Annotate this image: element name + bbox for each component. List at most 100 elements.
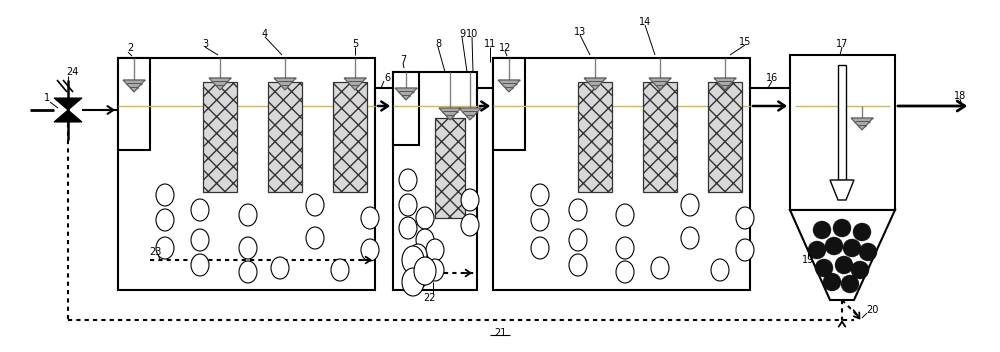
Bar (435, 118, 465, 218)
Bar (643, 82, 677, 192)
Ellipse shape (402, 246, 424, 274)
Ellipse shape (841, 275, 859, 293)
Ellipse shape (823, 273, 841, 291)
Ellipse shape (271, 257, 289, 279)
Ellipse shape (813, 221, 831, 239)
Polygon shape (498, 80, 520, 92)
Ellipse shape (156, 184, 174, 206)
Polygon shape (714, 78, 736, 90)
Ellipse shape (853, 223, 871, 241)
Bar (268, 82, 302, 192)
Ellipse shape (736, 239, 754, 261)
Ellipse shape (239, 237, 257, 259)
Ellipse shape (681, 227, 699, 249)
Ellipse shape (416, 229, 434, 251)
Ellipse shape (409, 244, 427, 266)
Text: 24: 24 (66, 67, 78, 77)
Polygon shape (344, 78, 366, 90)
Ellipse shape (569, 199, 587, 221)
Polygon shape (209, 78, 231, 90)
Ellipse shape (808, 241, 826, 259)
Ellipse shape (191, 229, 209, 251)
Text: 19: 19 (802, 255, 814, 265)
Ellipse shape (156, 209, 174, 231)
Polygon shape (459, 108, 481, 120)
Text: 2: 2 (127, 43, 133, 53)
Text: 12: 12 (499, 43, 511, 53)
Polygon shape (274, 78, 296, 90)
Ellipse shape (569, 254, 587, 276)
Bar (708, 82, 742, 192)
Ellipse shape (426, 239, 444, 261)
Ellipse shape (306, 227, 324, 249)
Ellipse shape (681, 194, 699, 216)
Text: 18: 18 (954, 91, 966, 101)
Ellipse shape (399, 217, 417, 239)
Ellipse shape (815, 259, 833, 277)
Text: 5: 5 (352, 39, 358, 49)
Ellipse shape (361, 207, 379, 229)
Ellipse shape (825, 237, 843, 255)
Ellipse shape (569, 229, 587, 251)
Text: 1: 1 (44, 93, 50, 103)
Text: 6: 6 (384, 73, 390, 83)
Ellipse shape (531, 209, 549, 231)
Ellipse shape (156, 237, 174, 259)
Bar (578, 82, 612, 192)
Polygon shape (54, 98, 82, 110)
Polygon shape (790, 210, 895, 300)
Ellipse shape (651, 257, 669, 279)
Text: 8: 8 (435, 39, 441, 49)
Ellipse shape (711, 259, 729, 281)
Ellipse shape (399, 194, 417, 216)
Bar (393, 72, 477, 290)
Ellipse shape (833, 219, 851, 237)
Ellipse shape (461, 214, 479, 236)
Ellipse shape (361, 239, 379, 261)
Ellipse shape (191, 199, 209, 221)
Bar (393, 72, 419, 145)
Ellipse shape (531, 184, 549, 206)
Ellipse shape (239, 261, 257, 283)
Text: 21: 21 (494, 328, 506, 338)
Text: 20: 20 (866, 305, 878, 315)
Text: 22: 22 (424, 293, 436, 303)
Ellipse shape (402, 268, 424, 296)
Ellipse shape (239, 204, 257, 226)
Bar (838, 65, 846, 180)
Ellipse shape (191, 254, 209, 276)
Text: 15: 15 (739, 37, 751, 47)
Ellipse shape (461, 189, 479, 211)
Ellipse shape (616, 204, 634, 226)
Polygon shape (851, 118, 873, 130)
Bar (493, 58, 750, 290)
Polygon shape (584, 78, 606, 90)
Ellipse shape (835, 256, 853, 274)
Polygon shape (439, 108, 461, 120)
Ellipse shape (616, 261, 634, 283)
Text: 17: 17 (836, 39, 848, 49)
Text: 7: 7 (400, 55, 406, 65)
Polygon shape (123, 80, 145, 92)
Bar (333, 82, 367, 192)
Ellipse shape (416, 207, 434, 229)
Ellipse shape (736, 207, 754, 229)
Bar (493, 58, 525, 150)
Bar (118, 58, 150, 150)
Text: 16: 16 (766, 73, 778, 83)
Polygon shape (54, 110, 82, 122)
Bar (790, 55, 895, 210)
Text: 14: 14 (639, 17, 651, 27)
Text: 13: 13 (574, 27, 586, 37)
Text: 9: 9 (459, 29, 465, 39)
Polygon shape (395, 88, 417, 100)
Ellipse shape (399, 169, 417, 191)
Text: 23: 23 (149, 247, 161, 257)
Ellipse shape (306, 194, 324, 216)
Bar (118, 58, 375, 290)
Ellipse shape (851, 261, 869, 279)
Polygon shape (830, 180, 854, 200)
Text: 3: 3 (202, 39, 208, 49)
Bar (203, 82, 237, 192)
Ellipse shape (616, 237, 634, 259)
